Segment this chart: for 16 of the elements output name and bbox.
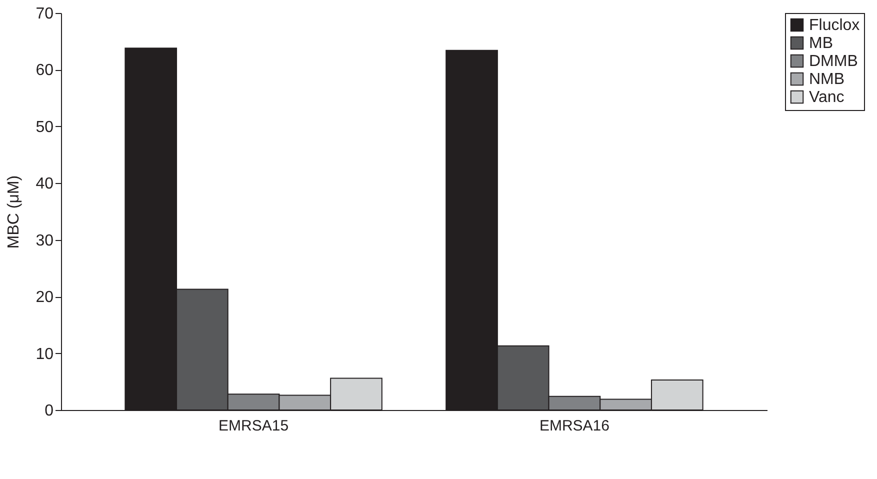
y-tick-label: 10 xyxy=(36,346,54,363)
x-tick-label: EMRSA16 xyxy=(539,418,610,434)
y-tick-label: 0 xyxy=(44,402,54,420)
legend-label: NMB xyxy=(809,71,845,88)
y-tick-label: 60 xyxy=(36,62,54,80)
legend-label: Fluclox xyxy=(809,17,860,34)
legend-label: Vanc xyxy=(809,89,844,106)
y-tick-label: 70 xyxy=(36,6,54,22)
legend-label: DMMB xyxy=(809,53,858,70)
y-tick-label: 30 xyxy=(36,232,54,250)
y-tick-label: 50 xyxy=(36,118,54,136)
y-axis-title: MBC (μM) xyxy=(6,175,23,249)
x-tick-label: EMRSA15 xyxy=(218,418,289,434)
y-tick-label: 20 xyxy=(36,289,54,306)
y-tick-label: 40 xyxy=(36,176,54,193)
legend-label: MB xyxy=(809,35,833,52)
